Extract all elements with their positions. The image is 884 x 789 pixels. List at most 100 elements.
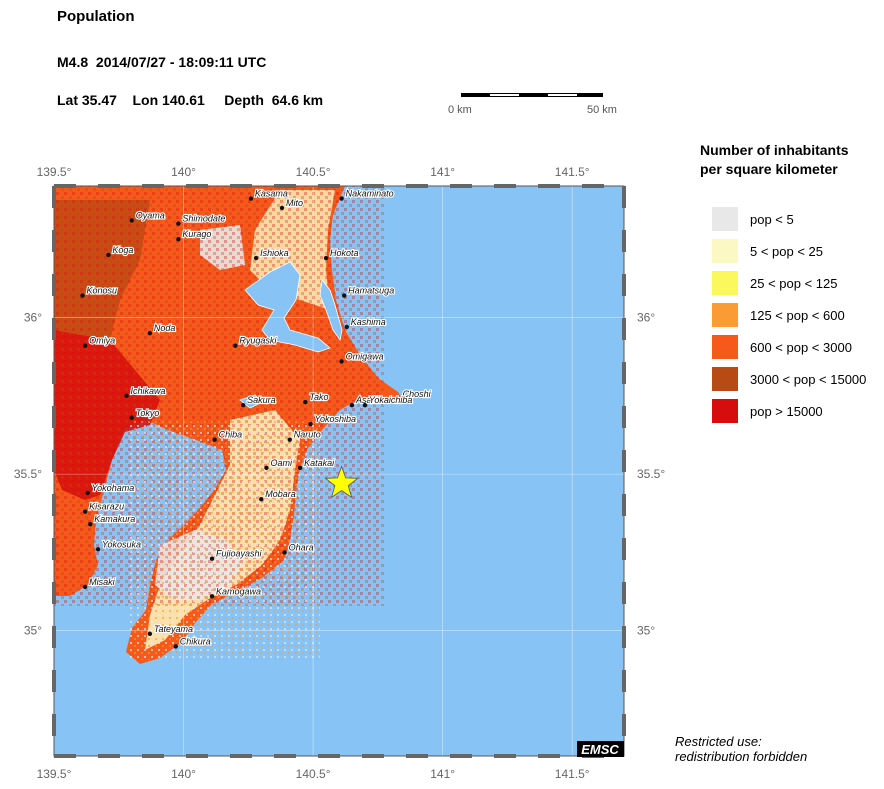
legend-label: 3000 < pop < 15000 xyxy=(750,371,867,387)
city-label-halo: Choshi xyxy=(403,389,432,399)
city-dot xyxy=(323,255,329,261)
city-label-halo: Omigawa xyxy=(346,351,384,361)
city-label: Kasama xyxy=(255,189,288,199)
legend-swatch xyxy=(712,367,738,391)
city-label: Omigawa xyxy=(346,351,384,361)
city-label: Koga xyxy=(112,245,133,255)
scale-segment xyxy=(490,93,519,97)
lake-kasumigaura xyxy=(244,261,331,353)
city-dot xyxy=(259,496,264,502)
city-dot xyxy=(82,343,88,348)
legend-swatch xyxy=(712,399,738,423)
legend-item: 25 < pop < 125 xyxy=(700,271,880,295)
city-dot xyxy=(303,399,308,405)
city-dot xyxy=(88,522,93,527)
city-dot xyxy=(344,324,349,330)
city-label: Ohara xyxy=(289,542,314,552)
population-map[interactable]: Kasama Kasama Nakaminato Nakaminato Mito Mito… xyxy=(0,150,670,789)
city-label-halo: Kamogawa xyxy=(216,586,261,596)
epicenter-star-icon[interactable] xyxy=(324,465,359,499)
legend-label: pop < 5 xyxy=(750,211,794,227)
city-label: Sakura xyxy=(247,395,276,405)
city-dot xyxy=(339,359,344,364)
city-label-halo: Misaki xyxy=(89,577,116,587)
city-label-halo: Asahi xyxy=(355,395,380,405)
city-label-halo: Hokota xyxy=(330,248,359,258)
city-dot xyxy=(147,330,153,336)
city-label-halo: Sakura xyxy=(247,395,276,405)
city-dot xyxy=(173,644,178,649)
city-dot xyxy=(240,403,246,408)
lon-tick-label-bottom: 140.5° xyxy=(296,767,331,781)
city-label: Chikura xyxy=(180,636,211,646)
city-dot xyxy=(248,196,254,201)
lat-tick-label-right: 35° xyxy=(637,624,655,638)
emsc-logo-bg xyxy=(577,741,624,757)
city-label: Katakai xyxy=(304,458,335,468)
map-title: Population xyxy=(57,8,135,25)
scale-end-label: 50 km xyxy=(587,104,617,116)
lon-tick-label-bottom: 139.5° xyxy=(37,767,72,781)
city-dot xyxy=(85,490,90,496)
city-label: Kamogawa xyxy=(216,586,261,596)
city-label-halo: Yokosuka xyxy=(102,539,141,549)
legend-item: 600 < pop < 3000 xyxy=(700,335,880,359)
city-label-halo: Mito xyxy=(286,198,303,208)
legend: Number of inhabitants per square kilomet… xyxy=(700,141,880,431)
legend-label: 25 < pop < 125 xyxy=(750,275,838,291)
legend-item: pop < 5 xyxy=(700,207,880,231)
legend-item: 125 < pop < 600 xyxy=(700,303,880,327)
city-dot xyxy=(253,255,259,261)
legend-swatch xyxy=(712,239,738,263)
city-label-halo: Kamakura xyxy=(94,514,135,524)
scale-segment xyxy=(519,93,548,97)
city-label: Naruto xyxy=(294,430,321,440)
lon-tick-label-top: 140.5° xyxy=(296,165,331,179)
city-label: Tako xyxy=(309,392,328,402)
city-label: Konosu xyxy=(87,286,118,296)
city-label-halo: Naruto xyxy=(294,430,321,440)
city-dot xyxy=(209,556,215,561)
city-label: Chiba xyxy=(219,430,243,440)
city-label-halo: Fujioayashi xyxy=(216,549,263,559)
city-dot xyxy=(209,594,215,599)
city-label: Fujioayashi xyxy=(216,549,263,559)
city-label-halo: Shimodate xyxy=(182,214,225,224)
city-label-halo: Ishioka xyxy=(260,248,289,258)
city-dot xyxy=(129,218,134,223)
legend-title: Number of inhabitants per square kilomet… xyxy=(700,142,849,177)
scale-segment xyxy=(461,93,490,97)
city-dot xyxy=(82,509,88,514)
city-label-halo: Mobara xyxy=(265,489,296,499)
city-label-halo: Koga xyxy=(112,245,133,255)
lat-tick-label-right: 35.5° xyxy=(637,467,665,481)
city-dot xyxy=(212,437,217,442)
legend-item: pop > 15000 xyxy=(700,399,880,423)
scale-segment xyxy=(548,93,577,97)
city-label-halo: Katakai xyxy=(304,458,335,468)
city-label: Oyama xyxy=(136,210,165,220)
scale-bar: 0 km 50 km xyxy=(448,88,628,118)
city-label: Hokota xyxy=(330,248,359,258)
event-info: M4.8 2014/07/27 - 18:09:11 UTC xyxy=(57,54,267,70)
city-label-halo: Ohara xyxy=(289,542,314,552)
rural-texture xyxy=(130,420,320,660)
city-label: Mobara xyxy=(265,489,296,499)
lon-tick-label-top: 139.5° xyxy=(37,165,72,179)
